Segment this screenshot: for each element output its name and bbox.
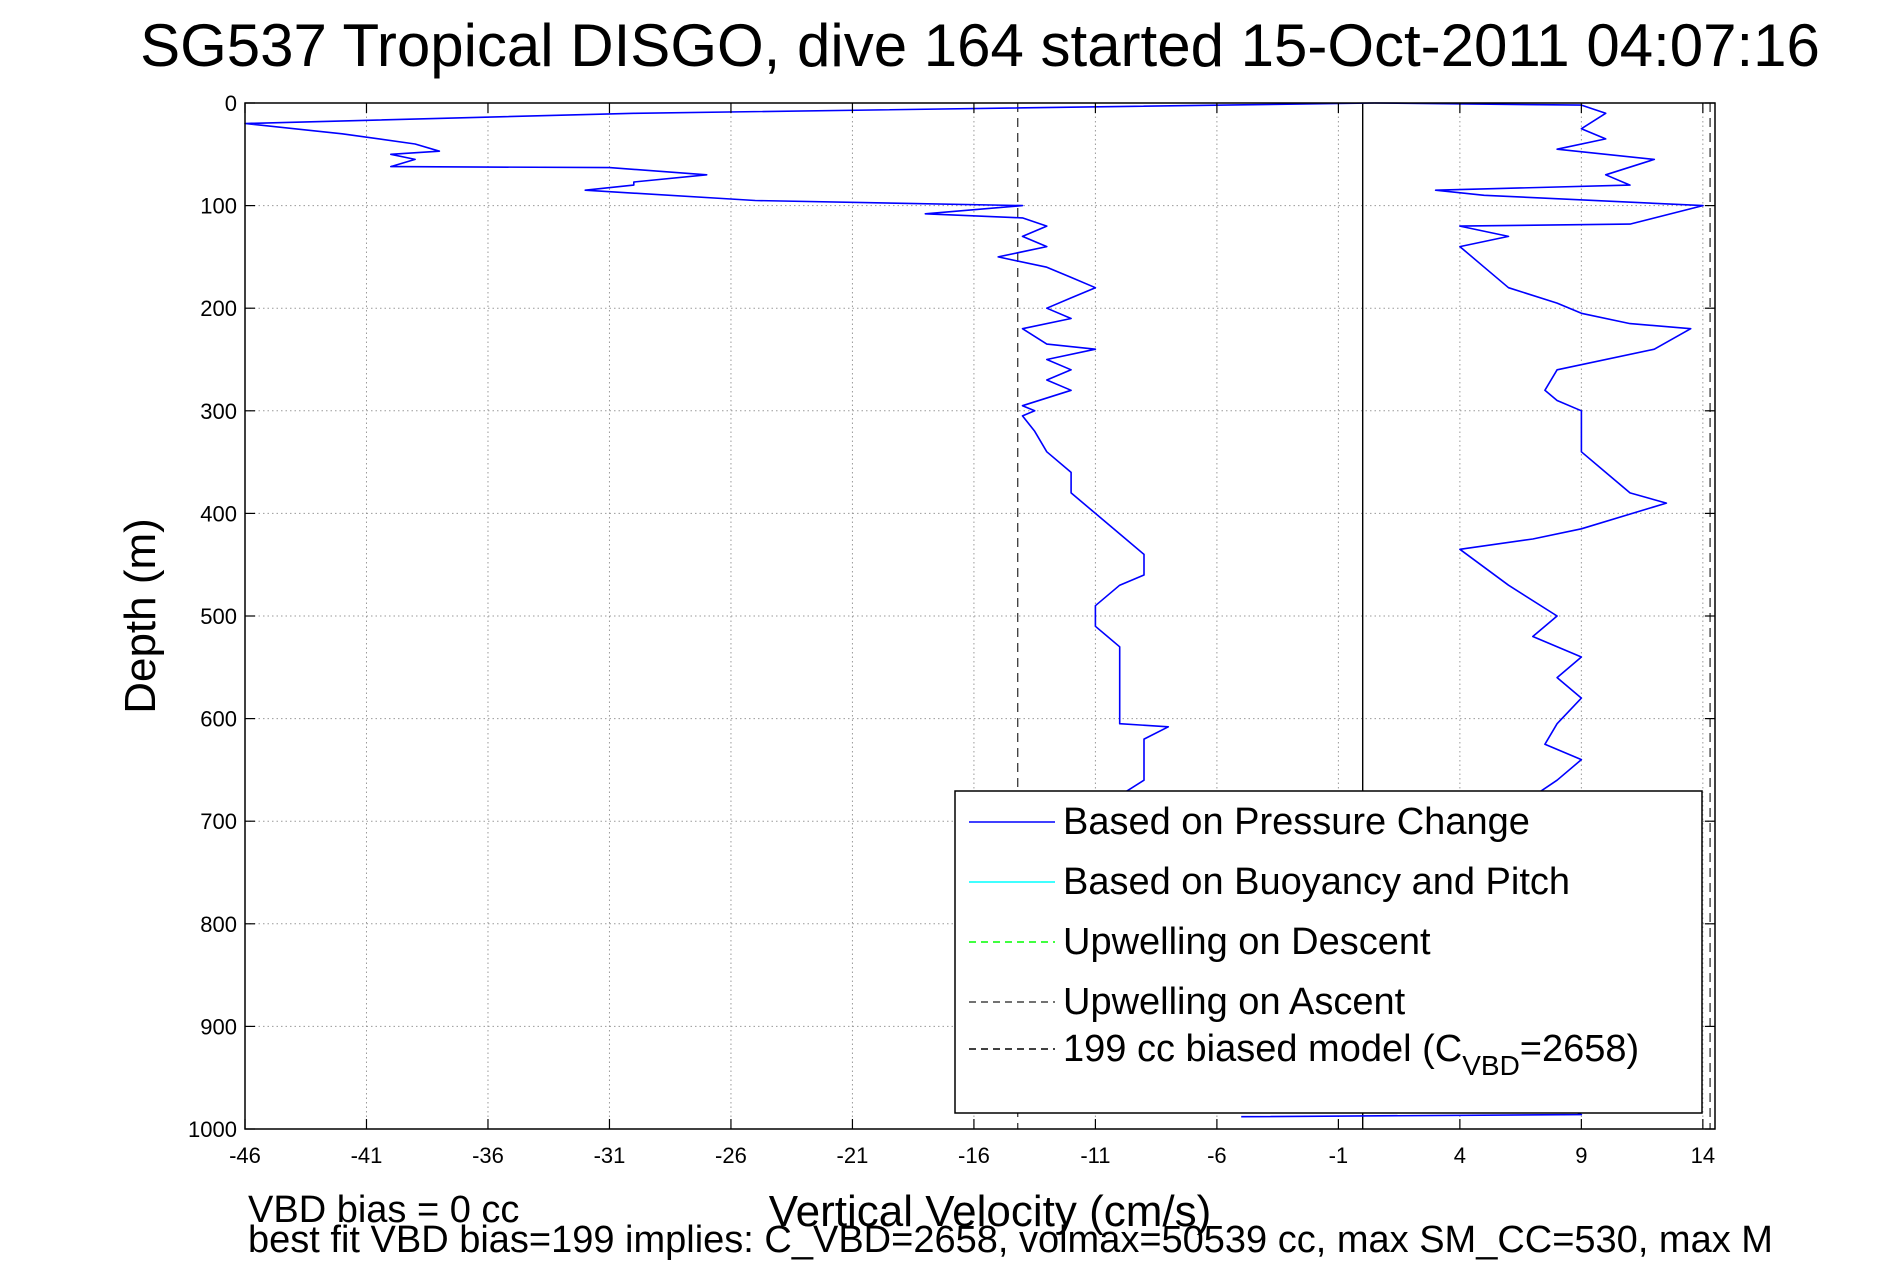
chart-title: SG537 Tropical DISGO, dive 164 started 1… <box>140 12 1820 79</box>
y-tick-label: 100 <box>200 194 237 219</box>
y-tick-label: 300 <box>200 399 237 424</box>
x-tick-label: -41 <box>351 1143 383 1168</box>
legend-label-0: Based on Pressure Change <box>1063 801 1530 843</box>
x-tick-label: 9 <box>1575 1143 1587 1168</box>
x-axis-label: Vertical Velocity (cm/s) <box>769 1187 1212 1236</box>
x-tick-label: -11 <box>1080 1143 1110 1168</box>
x-tick-label: -1 <box>1329 1143 1349 1168</box>
x-tick-label: -26 <box>715 1143 747 1168</box>
x-tick-label: 14 <box>1691 1143 1715 1168</box>
axis-ticks: -46 -41 -36 -31 -26 -21 -16 -11 -6 -1 4 9 14 0 100 200 3… <box>188 91 1715 1168</box>
y-tick-label: 600 <box>200 707 237 732</box>
legend-box <box>954 790 1703 1114</box>
x-tick-label: -6 <box>1207 1143 1227 1168</box>
legend-label-1: Based on Buoyancy and Pitch <box>1063 861 1570 903</box>
x-tick-label: 4 <box>1454 1143 1466 1168</box>
legend-label-subscript: VBD <box>1462 1050 1520 1081</box>
y-tick-label: 500 <box>200 604 237 629</box>
y-axis-label: Depth (m) <box>116 518 165 714</box>
y-tick-label: 800 <box>200 912 237 937</box>
legend-label-4: 199 cc biased model (CVBD=2658) <box>1063 1028 1639 1081</box>
legend-label-prefix: 199 cc biased model (C <box>1063 1028 1462 1070</box>
series-0-ascent-line <box>1241 102 1704 1118</box>
series-0-descent-line <box>244 102 1375 822</box>
x-tick-label: -36 <box>472 1143 504 1168</box>
y-tick-label: 0 <box>225 91 237 116</box>
footer-annotation-2: best fit VBD bias=199 implies: C_VBD=265… <box>248 1219 1773 1261</box>
x-tick-label: -31 <box>594 1143 626 1168</box>
legend-label-3: Upwelling on Ascent <box>1063 981 1406 1023</box>
y-tick-label: 700 <box>200 809 237 834</box>
x-tick-label: -46 <box>229 1143 261 1168</box>
legend-label-2: Upwelling on Descent <box>1063 921 1431 963</box>
y-tick-label: 200 <box>200 296 237 321</box>
y-tick-label: 1000 <box>188 1117 237 1142</box>
footer-annotation-1: VBD bias = 0 cc <box>248 1189 519 1231</box>
x-tick-label: -21 <box>837 1143 869 1168</box>
legend: Based on Pressure Change Based on Buoyanc… <box>954 790 1703 1114</box>
y-tick-label: 900 <box>200 1014 237 1039</box>
x-tick-label: -16 <box>958 1143 990 1168</box>
legend-label-suffix: =2658) <box>1520 1028 1639 1070</box>
y-tick-label: 400 <box>200 501 237 526</box>
